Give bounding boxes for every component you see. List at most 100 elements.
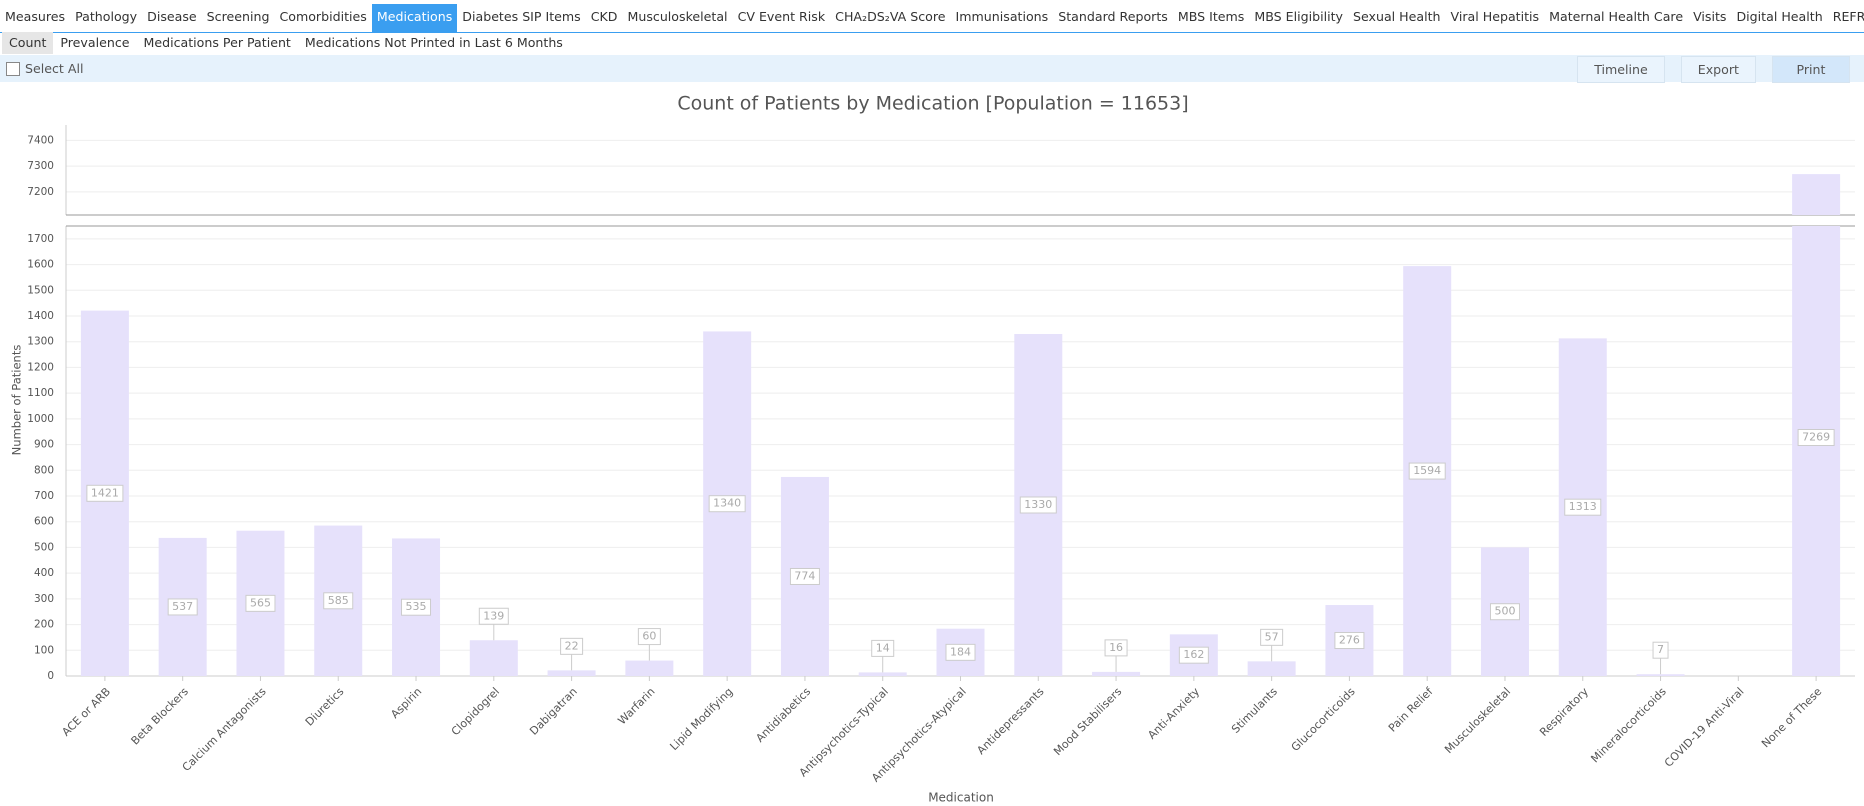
- y-tick-label: 600: [34, 516, 54, 528]
- select-all-label: Select All: [25, 61, 84, 76]
- select-all[interactable]: Select All: [6, 61, 83, 76]
- x-tick-label: Calcium Antagonists: [180, 685, 269, 774]
- buttons: Timeline Export Print: [1577, 56, 1850, 83]
- bar: [1792, 226, 1841, 676]
- tab[interactable]: Pathology: [75, 9, 138, 24]
- tab[interactable]: MBS Items: [1177, 9, 1245, 24]
- y-tick-label: 100: [34, 644, 54, 656]
- data-label-box: [560, 637, 584, 655]
- data-label: 276: [1339, 634, 1360, 647]
- tab[interactable]: CV Event Risk: [737, 9, 826, 24]
- y-tick-label: 7300: [27, 160, 54, 172]
- data-label-box: [86, 484, 124, 502]
- data-label: 1421: [91, 486, 119, 499]
- y-axis-label: Number of Patients: [10, 345, 24, 456]
- tab[interactable]: Comorbidities: [279, 9, 367, 24]
- tab[interactable]: CHA₂DS₂VA Score: [835, 9, 946, 24]
- y-tick-label: 7400: [27, 134, 54, 146]
- data-label-box: [789, 567, 820, 585]
- tab-bar: Measures Pathology Disease Screening Comorbi…: [0, 4, 1864, 33]
- y-tick-label: 800: [34, 464, 54, 476]
- tab[interactable]: Measures: [5, 9, 66, 24]
- button[interactable]: Export: [1680, 56, 1756, 83]
- data-label: 139: [483, 609, 504, 622]
- data-label: 22: [565, 639, 579, 652]
- data-label-box: [1489, 603, 1520, 621]
- y-tick-label: 1400: [27, 310, 54, 322]
- data-label-box: [1260, 628, 1284, 646]
- data-label-box: [1408, 462, 1446, 480]
- data-label: 535: [406, 600, 427, 613]
- data-label: 585: [328, 594, 349, 607]
- subtab[interactable]: Prevalence: [60, 35, 130, 50]
- y-tick-label: 200: [34, 619, 54, 631]
- y-tick-label: 1200: [27, 361, 54, 373]
- checkbox[interactable]: [6, 61, 20, 76]
- subtab[interactable]: Medications Per Patient: [143, 35, 291, 50]
- data-label-box: [1652, 641, 1669, 659]
- subtab[interactable]: Count: [2, 32, 54, 54]
- x-tick-label: Dabigatran: [527, 685, 580, 738]
- tab[interactable]: Digital Health: [1736, 9, 1823, 24]
- y-tick-label: 1500: [27, 284, 54, 296]
- y-tick-label: 7200: [27, 186, 54, 198]
- tab[interactable]: CKD: [590, 9, 618, 24]
- y-tick-label: 1700: [27, 233, 54, 245]
- data-label-box: [1334, 632, 1365, 650]
- x-tick-label: Musculoskeletal: [1442, 685, 1513, 756]
- bar: [1247, 661, 1296, 676]
- x-tick-label: Beta Blockers: [129, 685, 192, 748]
- bar: [625, 660, 674, 676]
- y-tick-label: 700: [34, 490, 54, 502]
- x-tick-label: Antidiabetics: [753, 685, 813, 745]
- data-label: 774: [794, 569, 815, 582]
- data-label: 14: [876, 641, 890, 654]
- x-tick-label: Mineralocorticoids: [1588, 685, 1668, 765]
- data-label-box: [1104, 639, 1128, 657]
- y-tick-label: 500: [34, 541, 54, 553]
- bar: [1092, 671, 1141, 676]
- tab[interactable]: REFRAME Osteoporosis: [1832, 9, 1864, 24]
- tab[interactable]: MBS Eligibility: [1254, 9, 1343, 24]
- x-tick-label: COVID-19 Anti-Viral: [1662, 685, 1747, 770]
- data-label: 57: [1265, 630, 1279, 643]
- toolbar: Select All Timeline Export Print: [0, 55, 1864, 83]
- tab[interactable]: Standard Reports: [1058, 9, 1168, 24]
- x-tick-label: Stimulants: [1229, 685, 1280, 736]
- y-tick-label: 1000: [27, 413, 54, 425]
- x-tick-label: Diuretics: [303, 685, 347, 729]
- button[interactable]: Print: [1772, 56, 1850, 83]
- y-tick-label: 1100: [27, 387, 54, 399]
- data-label: 537: [172, 600, 193, 613]
- subtab[interactable]: Medications Not Printed in Last 6 Months: [304, 35, 563, 50]
- tab[interactable]: Diabetes SIP Items: [462, 9, 581, 24]
- tab[interactable]: Medications: [371, 4, 458, 32]
- tab[interactable]: Viral Hepatitis: [1450, 9, 1540, 24]
- bar: [547, 670, 596, 676]
- data-label: 1594: [1413, 464, 1441, 477]
- y-tick-label: 300: [34, 593, 54, 605]
- tab[interactable]: Maternal Health Care: [1549, 9, 1684, 24]
- x-axis-label: Medication: [928, 791, 994, 805]
- data-label-box: [637, 628, 661, 646]
- data-label-box: [1178, 646, 1209, 664]
- y-tick-label: 1600: [27, 259, 54, 271]
- data-label-box: [478, 607, 509, 625]
- data-label: 7: [1657, 643, 1664, 656]
- x-tick-label: Antipsychotics-Typical: [797, 685, 891, 779]
- data-label-box: [245, 594, 276, 612]
- tab[interactable]: Sexual Health: [1352, 9, 1441, 24]
- data-label: 1313: [1569, 500, 1597, 513]
- data-label: 565: [250, 596, 271, 609]
- x-tick-label: Antidepressants: [974, 685, 1046, 757]
- tab[interactable]: Musculoskeletal: [627, 9, 728, 24]
- tab[interactable]: Visits: [1693, 9, 1727, 24]
- button[interactable]: Timeline: [1577, 56, 1665, 83]
- tab[interactable]: Disease: [147, 9, 197, 24]
- data-label: 162: [1183, 648, 1204, 661]
- x-tick-label: Glucocorticoids: [1289, 685, 1358, 754]
- tab[interactable]: Immunisations: [955, 9, 1049, 24]
- x-tick-label: None of These: [1759, 685, 1824, 750]
- tab[interactable]: Screening: [206, 9, 270, 24]
- data-label-box: [1019, 496, 1057, 514]
